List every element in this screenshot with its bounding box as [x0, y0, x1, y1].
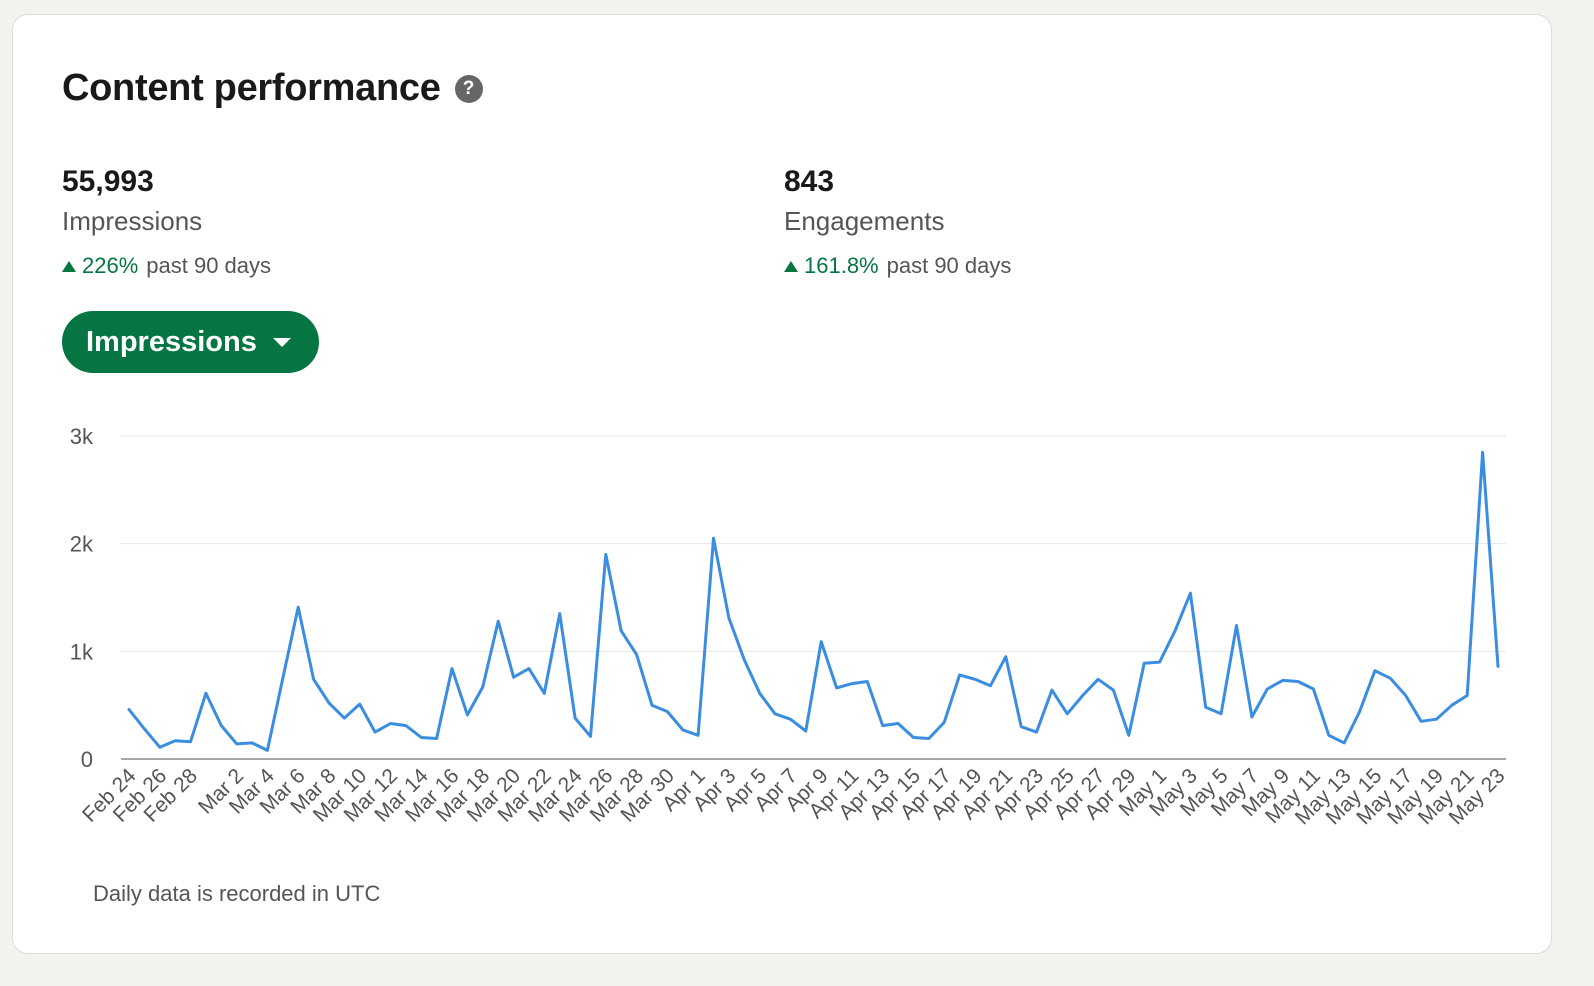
stat-change: 161.8%	[804, 253, 879, 278]
impressions-stat: 55,993 Impressions 226% past 90 days	[62, 163, 271, 279]
metric-dropdown-button[interactable]: Impressions	[62, 311, 319, 373]
impressions-series-line	[127, 450, 1500, 752]
stat-period: past 90 days	[146, 253, 272, 278]
card-title: Content performance	[62, 67, 441, 109]
stat-label: Impressions	[62, 206, 203, 236]
stat-change: 226%	[82, 253, 139, 278]
y-tick-label: 1k	[70, 639, 94, 664]
stat-trend: 226% past 90 days	[62, 253, 271, 279]
stat-value: 55,993	[62, 165, 154, 198]
metric-dropdown-label: Impressions	[86, 325, 257, 358]
y-tick-label: 0	[81, 747, 93, 772]
footnote: Daily data is recorded in UTC	[93, 881, 381, 906]
engagements-stat: 843 Engagements 161.8% past 90 days	[784, 163, 1011, 279]
content-performance-card: Content performance ? 55,993 Impressions…	[12, 14, 1552, 954]
stat-trend: 161.8% past 90 days	[784, 253, 1011, 279]
stat-period: past 90 days	[886, 253, 1012, 278]
question-circle-icon[interactable]: ?	[454, 74, 483, 103]
triangle-up-icon	[784, 260, 798, 272]
caret-down-icon	[272, 337, 291, 347]
card-header: Content performance ?	[62, 67, 483, 110]
stat-label: Engagements	[784, 206, 945, 236]
stat-value: 843	[784, 165, 835, 198]
triangle-up-icon	[62, 260, 76, 272]
y-tick-label: 3k	[70, 424, 94, 449]
y-tick-label: 2k	[70, 532, 94, 557]
